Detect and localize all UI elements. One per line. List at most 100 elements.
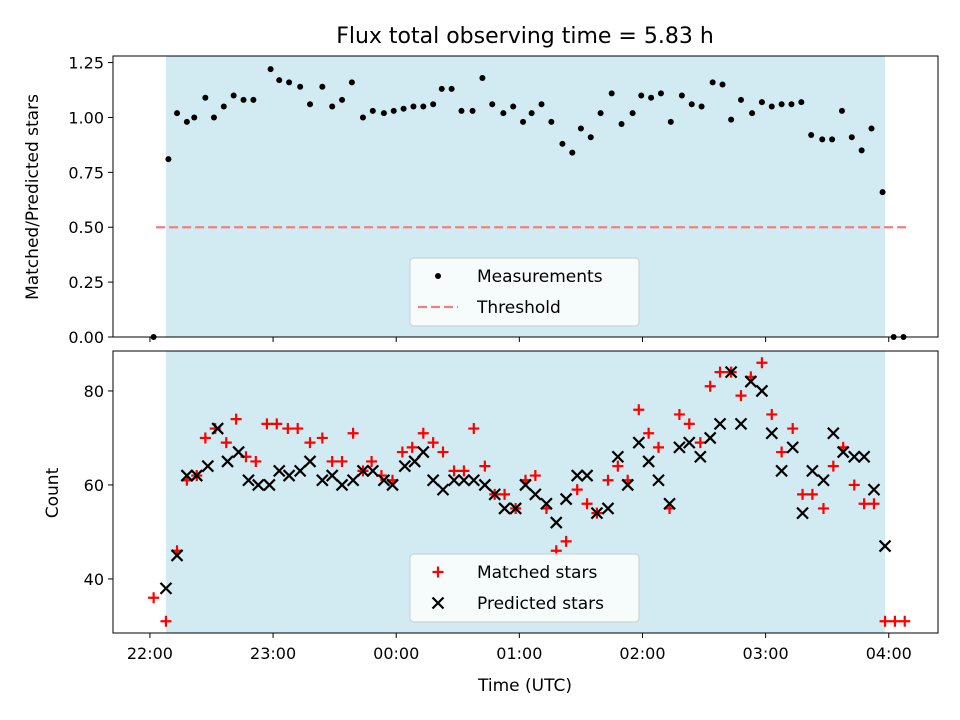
predicted-star-marker: [755, 384, 769, 398]
legend-matched-marker: [432, 566, 444, 578]
lower-axes-frame: [112, 350, 939, 634]
predicted-star-marker: [488, 488, 501, 501]
predicted-star-marker: [694, 450, 707, 464]
x-tick-label: 23:00: [250, 644, 296, 663]
predicted-star-marker: [519, 478, 532, 492]
legend-entry-label: Predicted stars: [477, 594, 604, 614]
measurement-point: [510, 103, 517, 110]
measurement-point: [778, 101, 785, 108]
predicted-star-marker: [765, 426, 779, 440]
predicted-star-marker: [744, 375, 758, 388]
measurement-point: [648, 94, 655, 101]
matched-star-marker: [602, 474, 614, 486]
x-tick-label: 22:00: [127, 644, 173, 663]
predicted-star-marker: [673, 441, 686, 454]
predicted-star-marker: [621, 478, 634, 492]
predicted-star-marker: [211, 422, 224, 435]
matched-star-marker: [735, 390, 747, 402]
predicted-star-marker: [734, 417, 748, 431]
measurement-point: [587, 134, 594, 141]
measurement-point: [479, 74, 486, 81]
matched-star-marker: [643, 427, 655, 439]
x-tick-label: 00:00: [373, 644, 419, 663]
measurement-point: [698, 103, 705, 110]
matched-star-marker: [797, 488, 809, 500]
predicted-star-marker: [356, 464, 370, 478]
measurement-point: [737, 96, 744, 103]
measurement-point: [728, 116, 735, 123]
matched-star-marker: [868, 498, 880, 510]
measurement-point: [174, 110, 181, 117]
matched-star-marker: [633, 404, 645, 416]
y-tick-label: 60: [84, 476, 104, 495]
measurement-point: [348, 79, 355, 86]
predicted-star-marker: [847, 450, 861, 464]
measurement-point: [458, 107, 465, 114]
predicted-star-marker: [703, 431, 717, 445]
predicted-star-marker: [417, 445, 430, 459]
predicted-star-marker: [263, 478, 276, 492]
matched-star-marker: [652, 441, 664, 453]
matched-star-marker: [787, 423, 799, 435]
measurement-point: [307, 101, 314, 108]
legend-predicted-marker: [431, 596, 445, 610]
y-tick-label: 0.00: [68, 328, 104, 347]
matched-star-marker: [899, 615, 911, 627]
upper-y-axis-label: Matched/Predicted stars: [23, 94, 43, 300]
predicted-star-marker: [170, 549, 184, 562]
y-tick-label: 0.25: [68, 273, 104, 292]
measurement-point: [369, 107, 376, 114]
measurement-point: [276, 77, 283, 84]
measurement-point: [319, 83, 326, 90]
predicted-star-marker: [786, 441, 799, 454]
measurement-point: [638, 92, 645, 99]
matched-star-marker: [858, 498, 870, 510]
y-tick-label: 0.75: [68, 163, 104, 182]
legend-measurement-marker: [435, 273, 441, 279]
x-tick-label: 01:00: [496, 644, 542, 663]
predicted-star-marker: [857, 450, 871, 464]
predicted-star-marker: [316, 473, 329, 487]
measurement-point: [758, 99, 765, 106]
x-tick-label: 03:00: [743, 644, 789, 663]
measurement-point: [520, 118, 527, 125]
legend-entry-label: Measurements: [477, 267, 603, 287]
measurement-point: [749, 110, 756, 117]
measurement-point: [359, 114, 366, 121]
matched-star-marker: [468, 423, 480, 435]
measurement-point: [489, 101, 496, 108]
predicted-star-marker: [498, 502, 511, 515]
matched-star-marker: [304, 437, 316, 449]
measurement-point: [538, 101, 545, 108]
matched-star-marker: [704, 380, 716, 392]
predicted-star-marker: [190, 469, 204, 482]
predicted-star-marker: [775, 464, 788, 478]
matched-star-marker: [230, 413, 242, 425]
measurement-point: [410, 103, 417, 110]
matched-star-marker: [612, 460, 624, 472]
predicted-star-marker: [827, 426, 840, 440]
matched-star-marker: [683, 418, 695, 430]
matched-star-marker: [366, 455, 378, 467]
matched-star-marker: [581, 498, 593, 510]
predicted-star-marker: [550, 516, 563, 529]
matched-star-marker: [316, 432, 328, 444]
predicted-star-marker: [580, 469, 594, 482]
measurement-point: [569, 149, 576, 156]
predicted-star-marker: [159, 582, 173, 595]
predicted-star-marker: [325, 469, 339, 482]
predicted-star-marker: [180, 469, 194, 482]
x-tick-label: 02:00: [619, 644, 665, 663]
measurement-point: [858, 147, 865, 154]
predicted-star-marker: [796, 506, 809, 520]
measurement-point: [879, 189, 886, 196]
predicted-star-marker: [836, 445, 850, 459]
measurement-point: [548, 118, 555, 125]
x-tick-label: 04:00: [866, 644, 912, 663]
predicted-star-marker: [426, 473, 440, 487]
measurement-point: [559, 140, 566, 147]
matched-star-marker: [571, 484, 583, 496]
measurement-point: [577, 125, 584, 132]
measurement-point: [220, 103, 227, 110]
